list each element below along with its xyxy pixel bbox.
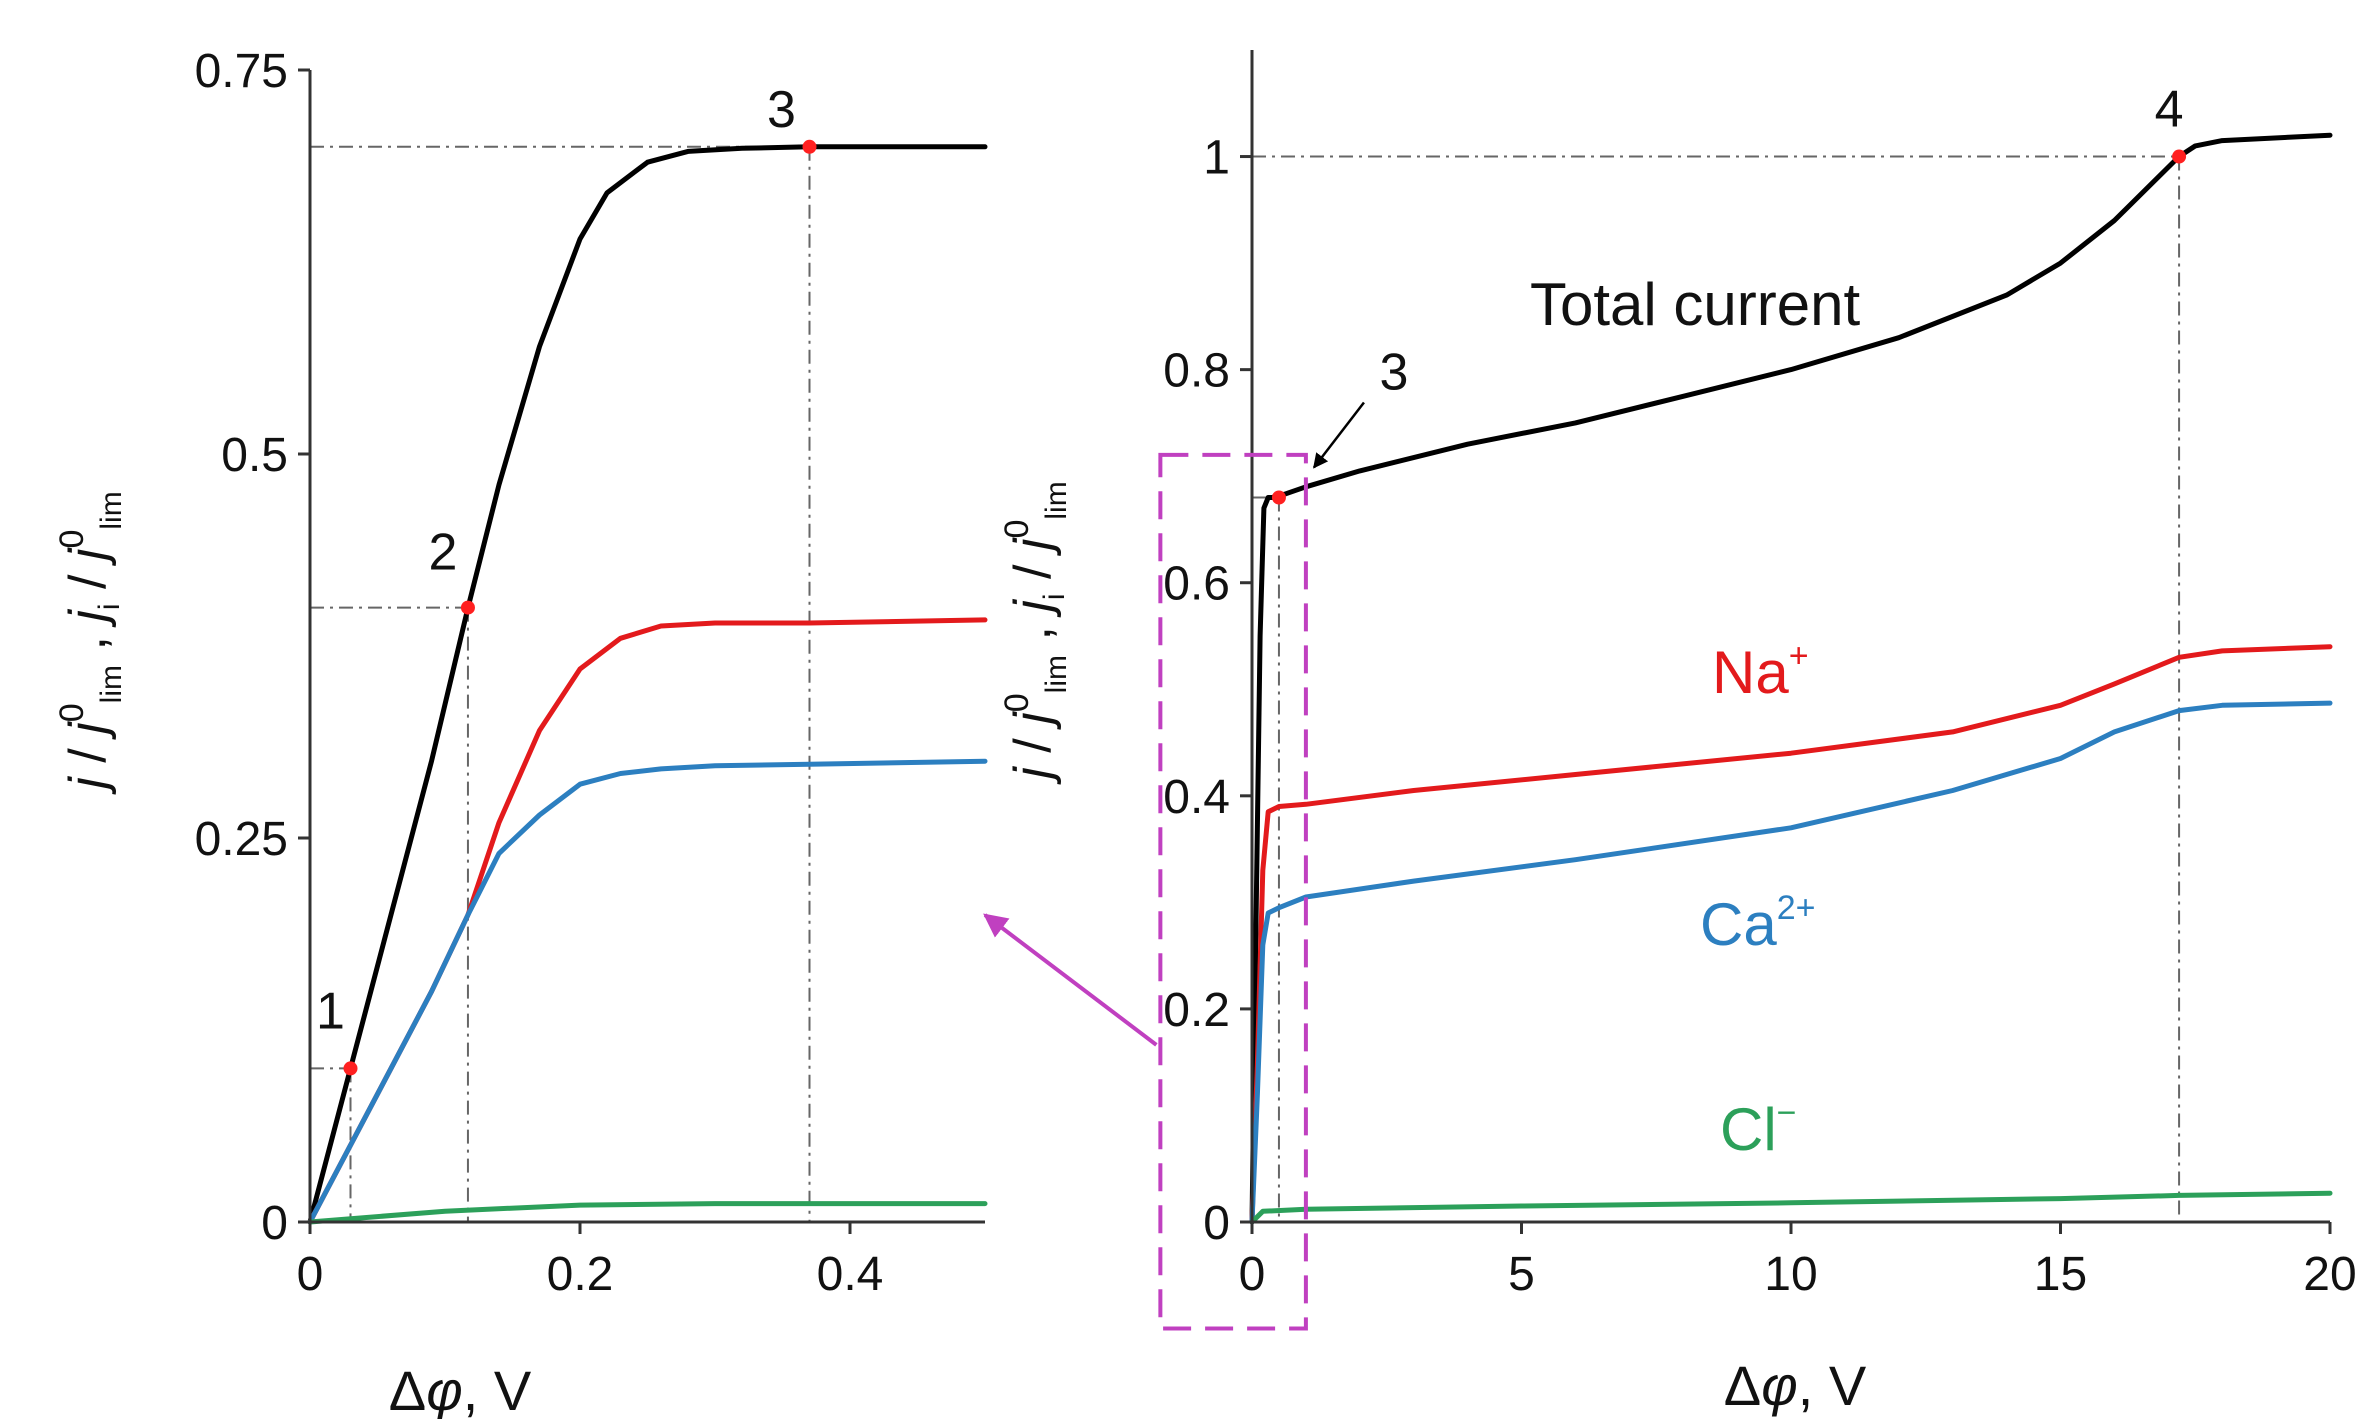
left-point-2	[460, 600, 475, 615]
right-axes	[1240, 50, 2332, 1234]
left-y-axis-title: j / j0lim , ji / j0lim	[53, 491, 128, 794]
zoom-box	[1158, 452, 1308, 1331]
right-x-tick-label: 0	[1239, 1248, 1266, 1301]
point-3-leader	[1312, 401, 1365, 469]
left-series-clminus	[307, 1201, 988, 1225]
right-point-4	[2172, 149, 2187, 164]
left-y-tick-label: 0.25	[195, 813, 288, 866]
right-y-axis-title: j / j0lim , ji / j0lim	[998, 481, 1073, 784]
right-point-label-4: 4	[2155, 81, 2184, 139]
right-point-label-3: 3	[1379, 343, 1408, 401]
left-chart: 0 0.25 0.5 0.75 0 0.2 0.4 1 2 3 Δφ, V j / j0lim…	[53, 45, 988, 1419]
left-point-label-1: 1	[316, 982, 345, 1040]
right-y-tick-label: 0.8	[1163, 345, 1230, 398]
right-annotations	[983, 401, 1365, 1331]
left-point-label-3: 3	[767, 81, 796, 139]
left-reference-lines	[310, 145, 811, 1222]
left-x-tick-label: 0.4	[817, 1248, 884, 1301]
zoom-arrow	[983, 913, 1158, 1047]
right-series-total-current	[1249, 132, 2333, 1225]
left-series-group	[307, 144, 988, 1225]
right-x-tick-label: 10	[1764, 1248, 1817, 1301]
left-axes	[298, 68, 985, 1234]
right-chart: 00.20.40.60.81 0 5 10 15 20 34 Δφ, V j / j0l…	[983, 50, 2357, 1417]
right-y-tick-label: 0	[1203, 1197, 1230, 1250]
left-x-tick-label: 0.2	[547, 1248, 614, 1301]
left-series-total-current	[307, 144, 988, 1225]
left-point-label-2: 2	[428, 524, 457, 582]
left-y-tick-label: 0.75	[195, 45, 288, 98]
right-highlight-points	[1271, 149, 2187, 505]
right-y-tick-label: 0.2	[1163, 984, 1230, 1037]
left-point-labels: 1 2 3	[316, 81, 796, 1041]
series-label-total-current: Total current	[1530, 271, 1860, 338]
left-series-naplus	[307, 617, 988, 1225]
right-y-tick-labels: 0 0.2 0.4 0.6 0.8 1	[1163, 132, 1230, 1250]
left-x-tick-labels: 0 0.2 0.4	[297, 1248, 884, 1301]
series-label-cl: Cl−	[1720, 1094, 1797, 1163]
right-x-axis-title: Δφ, V	[1724, 1354, 1867, 1417]
right-y-tick-label: 0.4	[1163, 771, 1230, 824]
right-series-group	[1249, 132, 2333, 1225]
right-x-tick-label: 5	[1508, 1248, 1535, 1301]
right-point-3	[1271, 490, 1286, 505]
left-x-tick-label: 0	[297, 1248, 324, 1301]
right-series-ca2plus	[1249, 700, 2333, 1225]
right-series-clminus	[1249, 1190, 2333, 1225]
right-x-tick-label: 20	[2303, 1248, 2356, 1301]
left-point-3	[802, 139, 817, 154]
left-point-1	[343, 1061, 358, 1076]
right-y-tick-label: 1	[1203, 132, 1230, 185]
series-label-na: Na+	[1712, 637, 1809, 706]
left-highlight-points	[343, 139, 817, 1076]
right-y-tick-label: 0.6	[1163, 558, 1230, 611]
left-y-tick-label: 0	[261, 1197, 288, 1250]
right-series-naplus	[1249, 644, 2333, 1225]
right-x-tick-labels: 0 5 10 15 20	[1239, 1248, 2357, 1301]
right-x-tick-label: 15	[2034, 1248, 2087, 1301]
left-y-tick-labels: 0 0.25 0.5 0.75	[195, 45, 288, 1250]
left-series-ca2plus	[307, 758, 988, 1225]
series-label-ca: Ca2+	[1700, 889, 1815, 958]
left-x-axis-title: Δφ, V	[389, 1359, 532, 1419]
left-y-tick-label: 0.5	[221, 429, 288, 482]
right-point-labels: 34	[1379, 81, 2183, 402]
